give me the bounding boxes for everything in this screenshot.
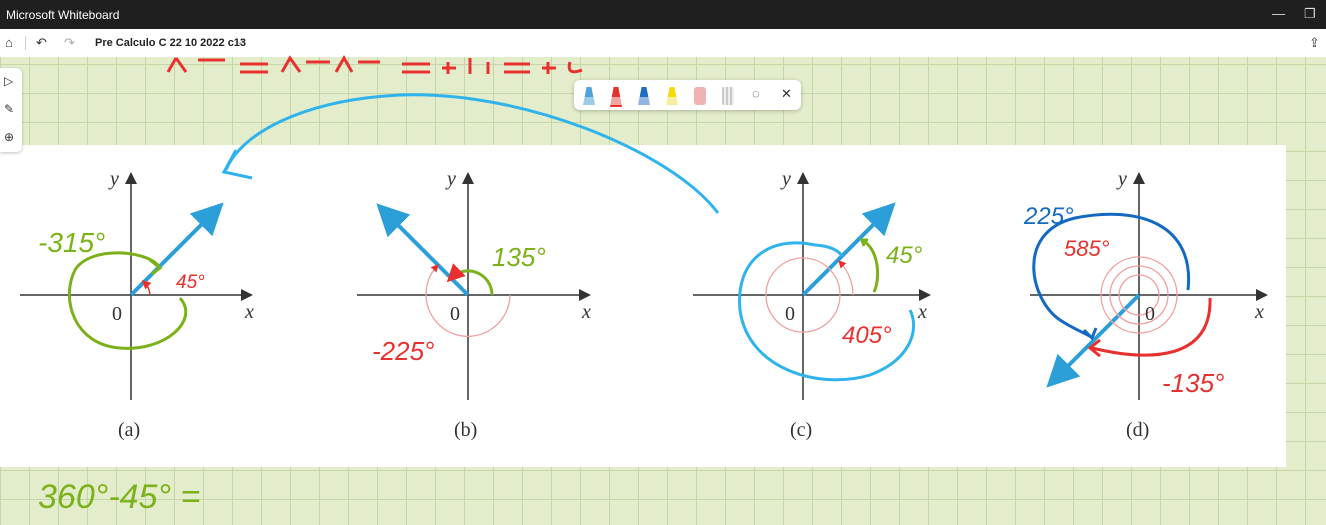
pen-blue-dark[interactable] [638,87,650,105]
panel-d: y x 0 (d) 585° -135° 225° [1023,168,1268,441]
textbook-figure[interactable] [0,145,1286,467]
window-titlebar: Microsoft Whiteboard — ❐ [0,0,1326,29]
document-name[interactable]: Pre Calculo C 22 10 2022 c13 [95,37,247,49]
origin-label-b: 0 [450,303,460,325]
share-icon[interactable]: ⇪ [1309,35,1320,50]
angle-label-d: 585° [1064,236,1110,261]
home-icon[interactable]: ⌂ [5,35,13,50]
ink-note-c: 405° [842,322,892,349]
caption-b: (b) [454,419,477,441]
origin-label-c: 0 [785,303,795,325]
origin-label-a: 0 [112,303,122,325]
add-icon[interactable]: ⊕ [4,130,15,144]
redo-icon[interactable]: ↷ [64,35,75,50]
axis-x-label-c: x [917,301,927,323]
pen-blue-light[interactable] [583,87,595,105]
axis-y-label-b: y [445,168,456,190]
highlighter-yellow[interactable] [666,87,678,105]
origin-label-d: 0 [1145,303,1155,325]
pen-palette: ◌ ✕ [574,80,801,110]
connector-ink [221,93,720,214]
angle-label-b: 135° [492,242,546,272]
eraser-icon[interactable] [694,87,706,105]
caption-c: (c) [790,419,812,441]
pen-red[interactable] [610,87,622,107]
panel-c: y x 0 (c) 45° 405° [693,168,931,441]
caption-d: (d) [1126,419,1149,441]
window-title: Microsoft Whiteboard [6,8,120,22]
ink-note-d: -135° [1162,368,1224,398]
pen-icon[interactable]: ✎ [4,102,15,116]
panel-b: y x 0 (b) 135° -225° [357,168,591,441]
ink-extra-d: 225° [1023,203,1074,230]
angle-label-a: 45° [176,272,205,293]
bottom-formula-ink: 360°-45° = [38,478,200,516]
ruler-icon[interactable] [722,87,734,105]
axis-y-label-d: y [1116,168,1127,190]
toolbar-divider [25,36,26,50]
ink-note-a: -315° [38,227,105,258]
chevron-down-icon[interactable]: ⌵ [236,36,244,47]
axis-y-label-a: y [108,168,119,190]
top-formula-ink [166,54,583,74]
minimize-button[interactable]: — [1272,6,1285,21]
ink-note-b: -225° [372,336,434,366]
axis-y-label-c: y [780,168,791,190]
axis-x-label-a: x [244,301,254,323]
close-icon[interactable]: ✕ [781,86,792,101]
undo-icon[interactable]: ↶ [36,35,47,50]
panel-a: y x 0 (a) 45° -315° [20,168,254,441]
select-icon[interactable]: ▷ [4,74,14,88]
restore-button[interactable]: ❐ [1304,6,1316,21]
axis-x-label-d: x [1254,301,1264,323]
caption-a: (a) [118,419,140,441]
axis-x-label-b: x [581,301,591,323]
left-toolbar: ▷ ✎ ⊕ [0,68,22,152]
lasso-icon[interactable]: ◌ [752,86,760,101]
angle-label-c: 45° [886,242,923,269]
